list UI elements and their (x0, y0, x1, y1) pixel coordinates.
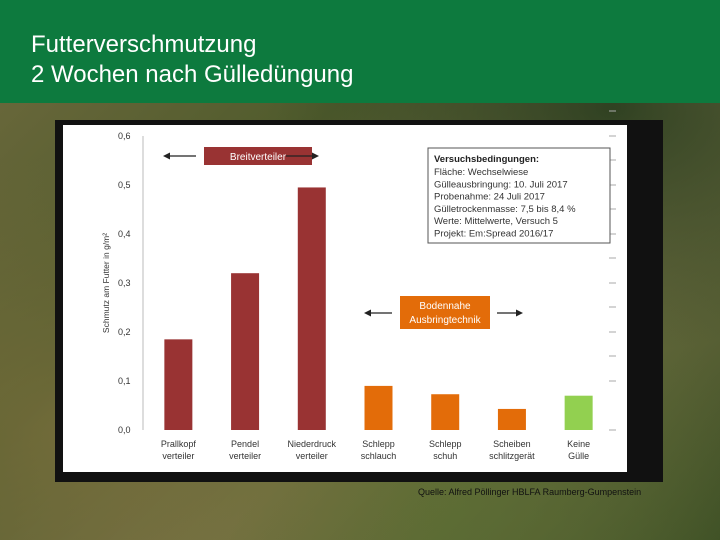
bodennah-box (400, 296, 490, 329)
x-tick-label: Scheiben (493, 439, 531, 449)
arrowhead-right-breit (312, 152, 319, 160)
arrowhead-right-boden (516, 309, 523, 317)
x-tick-label: schuh (433, 451, 457, 461)
x-tick-label: Keine (567, 439, 590, 449)
conditions-line: Fläche: Wechselwiese (434, 167, 528, 178)
conditions-title: Versuchsbedingungen: (434, 154, 539, 165)
x-tick-label: Gülle (568, 451, 589, 461)
bar (297, 187, 326, 430)
y-axis-title: Schmutz am Futter in g/m² (101, 233, 111, 333)
x-tick-label: Schlepp (429, 439, 462, 449)
title-bar: Futterverschmutzung 2 Wochen nach Gülled… (0, 0, 720, 103)
breitverteiler-box (204, 147, 312, 165)
y-tick-label: 0,2 (118, 327, 131, 337)
conditions-line: Probenahme: 24 Juli 2017 (434, 192, 545, 203)
bar (497, 408, 526, 430)
y-tick-label: 0,6 (118, 131, 131, 141)
arrowhead-left-breit (163, 152, 170, 160)
x-tick-label: schlauch (361, 451, 397, 461)
x-tick-label: Prallkopf (161, 439, 197, 449)
arrowhead-left-boden (364, 309, 371, 317)
bar (164, 339, 193, 430)
bar (231, 273, 260, 430)
y-tick-label: 0,4 (118, 229, 131, 239)
x-tick-label: verteiler (296, 451, 328, 461)
y-tick-label: 0,3 (118, 278, 131, 288)
conditions-line: Werte: Mittelwerte, Versuch 5 (434, 216, 558, 227)
source-credit: Quelle: Alfred Pöllinger HBLFA Raumberg-… (418, 487, 642, 497)
x-tick-label: Niederdruck (288, 439, 337, 449)
conditions-line: Gülletrockenmasse: 7,5 bis 8,4 % (434, 204, 576, 215)
bar (431, 394, 460, 430)
conditions-line: Projekt: Em:Spread 2016/17 (434, 229, 553, 240)
y-tick-label: 0,0 (118, 425, 131, 435)
slide-title-line1: Futterverschmutzung (31, 31, 257, 58)
bodennah-label-line1: Bodennahe (419, 301, 471, 312)
slide-title-line2: 2 Wochen nach Gülledüngung (31, 61, 354, 88)
slide-title: Futterverschmutzung 2 Wochen nach Gülled… (31, 30, 353, 90)
y-tick-label: 0,5 (118, 180, 131, 190)
x-tick-label: Schlepp (362, 439, 395, 449)
bar (564, 395, 593, 430)
x-tick-label: Pendel (231, 439, 259, 449)
x-tick-label: schlitzgerät (489, 451, 535, 461)
x-tick-label: verteiler (229, 451, 261, 461)
conditions-line: Gülleausbringung: 10. Juli 2017 (434, 179, 568, 190)
breitverteiler-label: Breitverteiler (230, 152, 287, 163)
y-tick-label: 0,1 (118, 376, 131, 386)
bar (364, 385, 393, 430)
bodennah-label-line2: Ausbringtechnik (409, 315, 481, 326)
x-tick-label: verteiler (162, 451, 194, 461)
conditions-box (427, 147, 611, 244)
